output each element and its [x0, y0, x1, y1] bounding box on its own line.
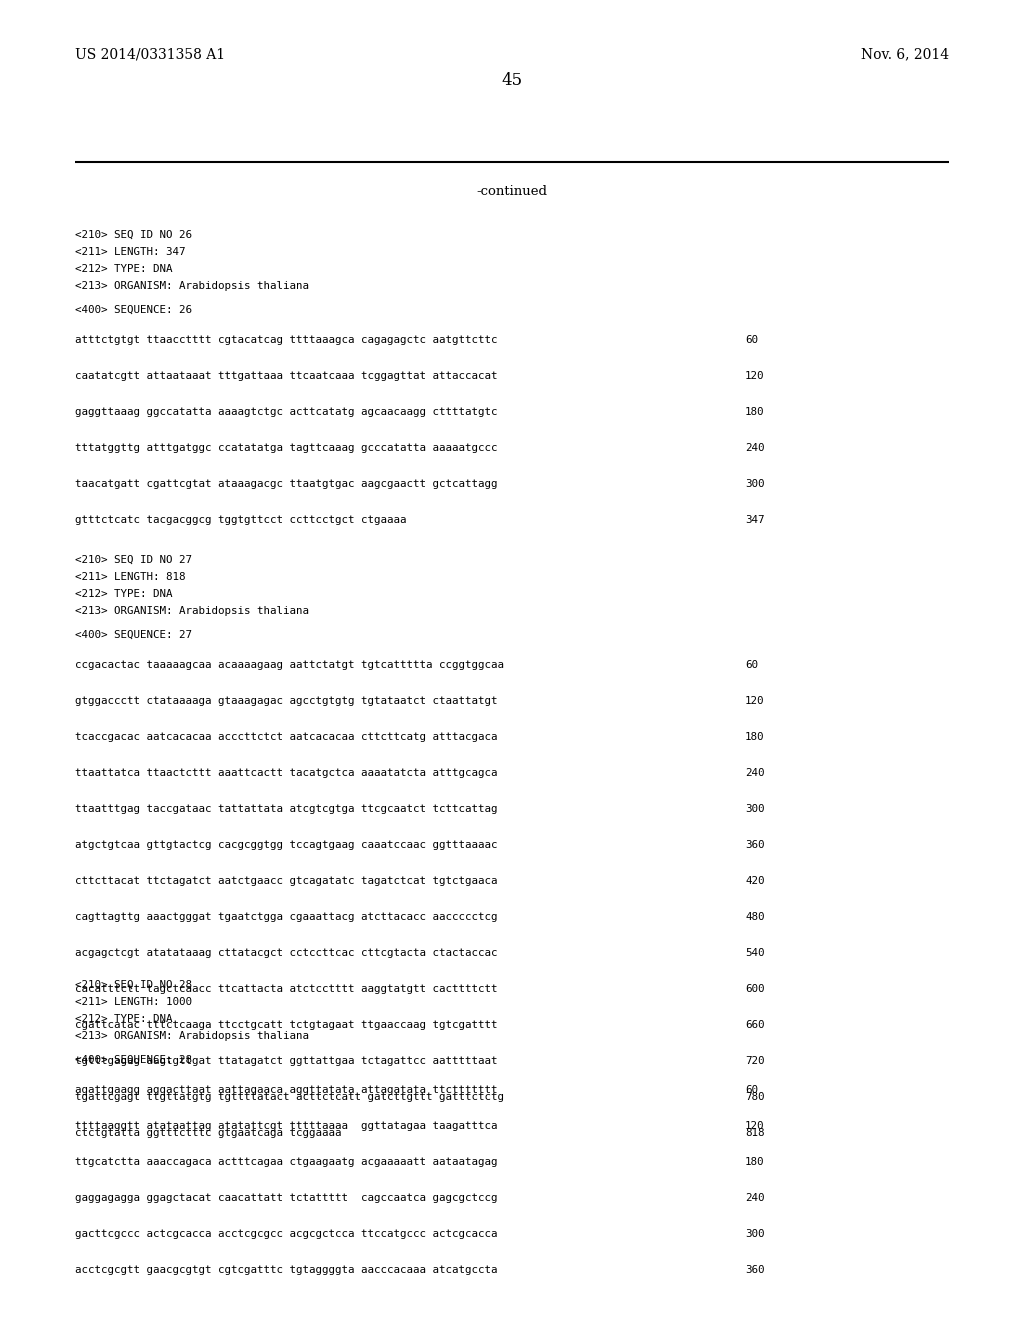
Text: <212> TYPE: DNA: <212> TYPE: DNA	[75, 1014, 172, 1024]
Text: 480: 480	[745, 912, 765, 921]
Text: atgctgtcaa gttgtactcg cacgcggtgg tccagtgaag caaatccaac ggtttaaaac: atgctgtcaa gttgtactcg cacgcggtgg tccagtg…	[75, 840, 498, 850]
Text: Nov. 6, 2014: Nov. 6, 2014	[861, 48, 949, 61]
Text: 120: 120	[745, 696, 765, 706]
Text: gtttctcatc tacgacggcg tggtgttcct ccttcctgct ctgaaaa: gtttctcatc tacgacggcg tggtgttcct ccttcct…	[75, 515, 407, 525]
Text: ttttaaggtt atataattag atatattcgt tttttaaaa  ggttatagaa taagatttca: ttttaaggtt atataattag atatattcgt tttttaa…	[75, 1121, 498, 1131]
Text: <211> LENGTH: 347: <211> LENGTH: 347	[75, 247, 185, 257]
Text: taacatgatt cgattcgtat ataaagacgc ttaatgtgac aagcgaactt gctcattagg: taacatgatt cgattcgtat ataaagacgc ttaatgt…	[75, 479, 498, 488]
Text: 300: 300	[745, 804, 765, 814]
Text: agattgaagg aggacttaat aattagaaca aggttatata attagatata ttcttttttt: agattgaagg aggacttaat aattagaaca aggttat…	[75, 1085, 498, 1096]
Text: 120: 120	[745, 1121, 765, 1131]
Text: 600: 600	[745, 983, 765, 994]
Text: 180: 180	[745, 1158, 765, 1167]
Text: cttcttacat ttctagatct aatctgaacc gtcagatatc tagatctcat tgtctgaaca: cttcttacat ttctagatct aatctgaacc gtcagat…	[75, 876, 498, 886]
Text: 720: 720	[745, 1056, 765, 1067]
Text: acgagctcgt atatataaag cttatacgct cctccttcac cttcgtacta ctactaccac: acgagctcgt atatataaag cttatacgct cctcctt…	[75, 948, 498, 958]
Text: 240: 240	[745, 768, 765, 777]
Text: cagttagttg aaactgggat tgaatctgga cgaaattacg atcttacacc aaccccctcg: cagttagttg aaactgggat tgaatctgga cgaaatt…	[75, 912, 498, 921]
Text: ttaatttgag taccgataac tattattata atcgtcgtga ttcgcaatct tcttcattag: ttaatttgag taccgataac tattattata atcgtcg…	[75, 804, 498, 814]
Text: gaggagagga ggagctacat caacattatt tctattttt  cagccaatca gagcgctccg: gaggagagga ggagctacat caacattatt tctattt…	[75, 1193, 498, 1203]
Text: 540: 540	[745, 948, 765, 958]
Text: 120: 120	[745, 371, 765, 381]
Text: 240: 240	[745, 444, 765, 453]
Text: <213> ORGANISM: Arabidopsis thaliana: <213> ORGANISM: Arabidopsis thaliana	[75, 281, 309, 290]
Text: <213> ORGANISM: Arabidopsis thaliana: <213> ORGANISM: Arabidopsis thaliana	[75, 1031, 309, 1041]
Text: -continued: -continued	[476, 185, 548, 198]
Text: 347: 347	[745, 515, 765, 525]
Text: gtggaccctt ctataaaaga gtaaagagac agcctgtgtg tgtataatct ctaattatgt: gtggaccctt ctataaaaga gtaaagagac agcctgt…	[75, 696, 498, 706]
Text: 60: 60	[745, 660, 758, 671]
Text: <400> SEQUENCE: 28: <400> SEQUENCE: 28	[75, 1055, 193, 1065]
Text: <400> SEQUENCE: 26: <400> SEQUENCE: 26	[75, 305, 193, 315]
Text: 180: 180	[745, 733, 765, 742]
Text: tgtttgagag aagtgttgat ttatagatct ggttattgaa tctagattcc aatttttaat: tgtttgagag aagtgttgat ttatagatct ggttatt…	[75, 1056, 498, 1067]
Text: gacttcgccc actcgcacca acctcgcgcc acgcgctcca ttccatgccc actcgcacca: gacttcgccc actcgcacca acctcgcgcc acgcgct…	[75, 1229, 498, 1239]
Text: US 2014/0331358 A1: US 2014/0331358 A1	[75, 48, 225, 61]
Text: <210> SEQ ID NO 27: <210> SEQ ID NO 27	[75, 554, 193, 565]
Text: tcaccgacac aatcacacaa acccttctct aatcacacaa cttcttcatg atttacgaca: tcaccgacac aatcacacaa acccttctct aatcaca…	[75, 733, 498, 742]
Text: 180: 180	[745, 407, 765, 417]
Text: <212> TYPE: DNA: <212> TYPE: DNA	[75, 589, 172, 599]
Text: tttatggttg atttgatggc ccatatatga tagttcaaag gcccatatta aaaaatgccc: tttatggttg atttgatggc ccatatatga tagttca…	[75, 444, 498, 453]
Text: gaggttaaag ggccatatta aaaagtctgc acttcatatg agcaacaagg cttttatgtc: gaggttaaag ggccatatta aaaagtctgc acttcat…	[75, 407, 498, 417]
Text: 60: 60	[745, 335, 758, 345]
Text: 818: 818	[745, 1129, 765, 1138]
Text: <400> SEQUENCE: 27: <400> SEQUENCE: 27	[75, 630, 193, 640]
Text: ttaattatca ttaactcttt aaattcactt tacatgctca aaaatatcta atttgcagca: ttaattatca ttaactcttt aaattcactt tacatgc…	[75, 768, 498, 777]
Text: 420: 420	[745, 876, 765, 886]
Text: 300: 300	[745, 1229, 765, 1239]
Text: atttctgtgt ttaacctttt cgtacatcag ttttaaagca cagagagctc aatgttcttc: atttctgtgt ttaacctttt cgtacatcag ttttaaa…	[75, 335, 498, 345]
Text: 360: 360	[745, 840, 765, 850]
Text: ctctgtatta ggtttctttc gtgaatcaga tcggaaaa: ctctgtatta ggtttctttc gtgaatcaga tcggaaa…	[75, 1129, 341, 1138]
Text: <211> LENGTH: 818: <211> LENGTH: 818	[75, 572, 185, 582]
Text: 300: 300	[745, 479, 765, 488]
Text: 60: 60	[745, 1085, 758, 1096]
Text: <210> SEQ ID NO 28: <210> SEQ ID NO 28	[75, 979, 193, 990]
Text: acctcgcgtt gaacgcgtgt cgtcgatttc tgtaggggta aacccacaaa atcatgccta: acctcgcgtt gaacgcgtgt cgtcgatttc tgtaggg…	[75, 1265, 498, 1275]
Text: 360: 360	[745, 1265, 765, 1275]
Text: 240: 240	[745, 1193, 765, 1203]
Text: caatatcgtt attaataaat tttgattaaa ttcaatcaaa tcggagttat attaccacat: caatatcgtt attaataaat tttgattaaa ttcaatc…	[75, 371, 498, 381]
Text: cgattcatac tttctcaaga ttcctgcatt tctgtagaat ttgaaccaag tgtcgatttt: cgattcatac tttctcaaga ttcctgcatt tctgtag…	[75, 1020, 498, 1030]
Text: <213> ORGANISM: Arabidopsis thaliana: <213> ORGANISM: Arabidopsis thaliana	[75, 606, 309, 616]
Text: <211> LENGTH: 1000: <211> LENGTH: 1000	[75, 997, 193, 1007]
Text: cacatttctt tagctcaacc ttcattacta atctcctttt aaggtatgtt cacttttctt: cacatttctt tagctcaacc ttcattacta atctcct…	[75, 983, 498, 994]
Text: 660: 660	[745, 1020, 765, 1030]
Text: 45: 45	[502, 73, 522, 88]
Text: tgattcgagt ttgttatgtg tgttttatact acttctcatt gatcttgttt gatttctctg: tgattcgagt ttgttatgtg tgttttatact acttct…	[75, 1092, 504, 1102]
Text: <212> TYPE: DNA: <212> TYPE: DNA	[75, 264, 172, 275]
Text: <210> SEQ ID NO 26: <210> SEQ ID NO 26	[75, 230, 193, 240]
Text: ccgacactac taaaaagcaa acaaaagaag aattctatgt tgtcattttta ccggtggcaa: ccgacactac taaaaagcaa acaaaagaag aattcta…	[75, 660, 504, 671]
Text: 780: 780	[745, 1092, 765, 1102]
Text: ttgcatctta aaaccagaca actttcagaa ctgaagaatg acgaaaaatt aataatagag: ttgcatctta aaaccagaca actttcagaa ctgaaga…	[75, 1158, 498, 1167]
